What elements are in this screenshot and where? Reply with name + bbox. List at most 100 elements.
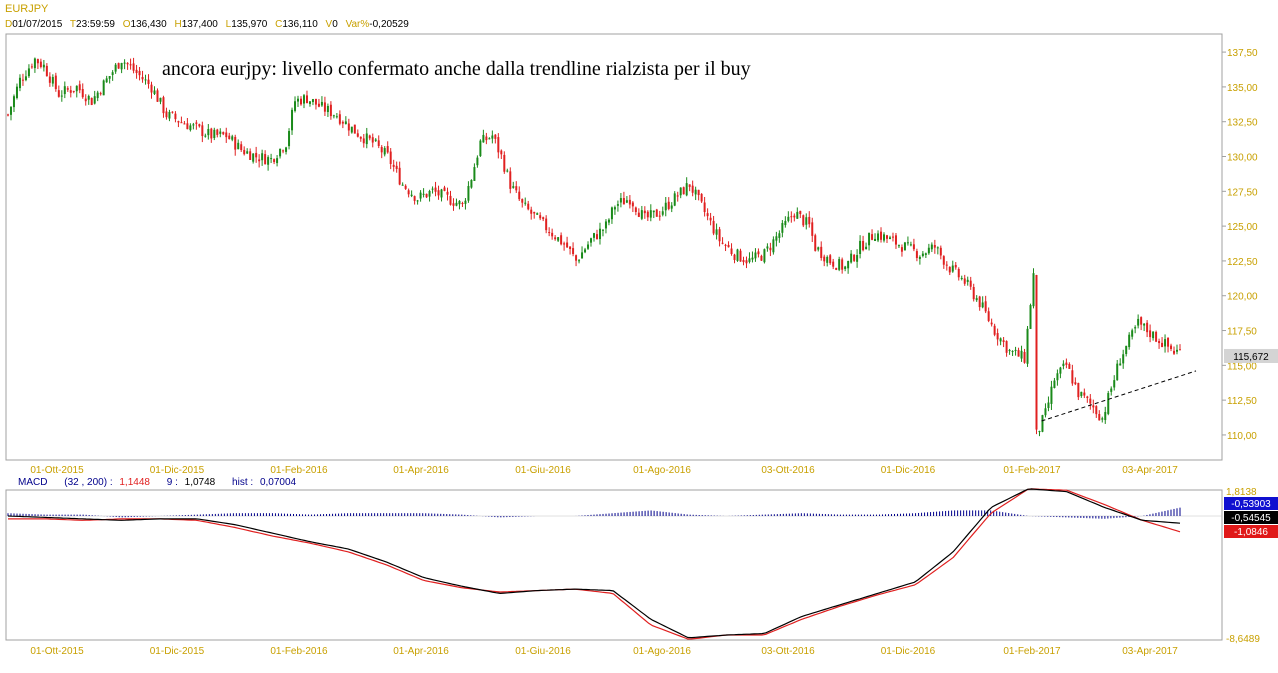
candle-body	[416, 200, 419, 202]
candle-body	[12, 96, 15, 108]
candle-body	[566, 242, 569, 248]
candle-body	[634, 207, 637, 213]
candle-body	[912, 244, 915, 250]
candle-body	[392, 164, 395, 167]
candle-body	[488, 138, 491, 140]
candle-body	[455, 202, 458, 206]
candle-body	[503, 154, 506, 172]
candle-body	[939, 247, 942, 256]
candle-body	[42, 64, 45, 68]
candle-body	[918, 256, 921, 259]
candle-body	[452, 203, 455, 206]
candle-body	[736, 249, 739, 261]
candle-body	[760, 255, 763, 261]
macd-panel-frame	[5, 489, 1223, 641]
candle-body	[329, 104, 332, 117]
candle-body	[1098, 413, 1101, 421]
candle-body	[888, 237, 891, 240]
candle-body	[563, 243, 566, 245]
candle-body	[987, 311, 990, 321]
candle-body	[682, 187, 685, 195]
candle-body	[497, 137, 500, 153]
candle-body	[51, 77, 54, 84]
candle-body	[697, 189, 700, 196]
candle-body	[1086, 396, 1089, 398]
candle-body	[575, 255, 578, 261]
candle-body	[30, 66, 33, 68]
candle-body	[144, 79, 147, 81]
candle-body	[1074, 382, 1077, 385]
candle-body	[1032, 273, 1035, 307]
candle-body	[640, 210, 643, 219]
candle-body	[302, 95, 305, 104]
candle-body	[66, 88, 69, 90]
candle-body	[1179, 349, 1181, 351]
candle-body	[365, 133, 368, 145]
candle-body	[317, 103, 320, 107]
signal-value: 1,0748	[185, 477, 216, 488]
candle-body	[1071, 370, 1074, 384]
candle-body	[300, 98, 302, 105]
candle-body	[1134, 327, 1137, 329]
candle-body	[207, 128, 210, 136]
candle-body	[1017, 350, 1020, 357]
candle-body	[147, 79, 150, 85]
candle-body	[924, 253, 927, 255]
candle-body	[404, 185, 407, 189]
candle-body	[622, 198, 625, 205]
candle-body	[1137, 318, 1140, 326]
price-y-tick-label: 127,50	[1227, 187, 1258, 198]
candle-body	[688, 184, 691, 187]
x-tick-label: 01-Ott-2015	[30, 465, 84, 476]
candle-body	[853, 254, 856, 261]
price-y-tick-label: 125,00	[1227, 222, 1258, 233]
candle-body	[643, 210, 646, 214]
var-tag: Var%	[346, 19, 370, 30]
candle-body	[769, 247, 772, 251]
candle-body	[1149, 330, 1152, 338]
candle-body	[1038, 431, 1041, 433]
candle-body	[171, 111, 174, 113]
candle-body	[314, 98, 317, 105]
candle-body	[1092, 405, 1095, 408]
candle-body	[829, 255, 832, 264]
macd-header: MACD (32 , 200) : 1,1448 9 : 1,0748 hist…	[18, 477, 297, 488]
candle-body	[335, 116, 338, 118]
candle-body	[739, 250, 742, 262]
candle-body	[246, 151, 249, 154]
candle-body	[894, 235, 897, 245]
x-tick-label: 01-Dic-2016	[881, 465, 936, 476]
candle-body	[1140, 317, 1143, 325]
candle-body	[482, 134, 485, 143]
candle-body	[1029, 305, 1032, 329]
candle-body	[168, 111, 171, 119]
candle-body	[1041, 415, 1044, 432]
candle-body	[554, 237, 557, 240]
candle-body	[578, 260, 581, 262]
candle-body	[362, 138, 365, 144]
candle-body	[871, 234, 874, 240]
candle-body	[108, 76, 111, 79]
candle-body	[297, 98, 300, 102]
x-tick-label: 01-Dic-2015	[150, 465, 205, 476]
macd-histogram	[7, 507, 1181, 519]
candle-body	[877, 233, 880, 241]
candle-body	[24, 76, 27, 81]
candle-body	[805, 217, 808, 225]
candle-body	[123, 62, 126, 64]
candle-body	[897, 245, 900, 247]
candle-body	[527, 203, 530, 210]
candle-body	[799, 210, 802, 215]
candle-body	[21, 79, 24, 81]
h-tag: H	[174, 19, 181, 30]
x-tick-label: 01-Feb-2017	[1003, 465, 1061, 476]
candle-body	[978, 296, 981, 308]
candle-body	[891, 236, 894, 238]
candle-body	[410, 194, 413, 196]
volume-value: 0	[332, 19, 338, 30]
candle-body	[927, 247, 930, 254]
candle-body	[984, 301, 987, 312]
candle-body	[524, 202, 527, 204]
candle-body	[539, 215, 542, 219]
x-tick-label: 01-Ago-2016	[633, 465, 691, 476]
